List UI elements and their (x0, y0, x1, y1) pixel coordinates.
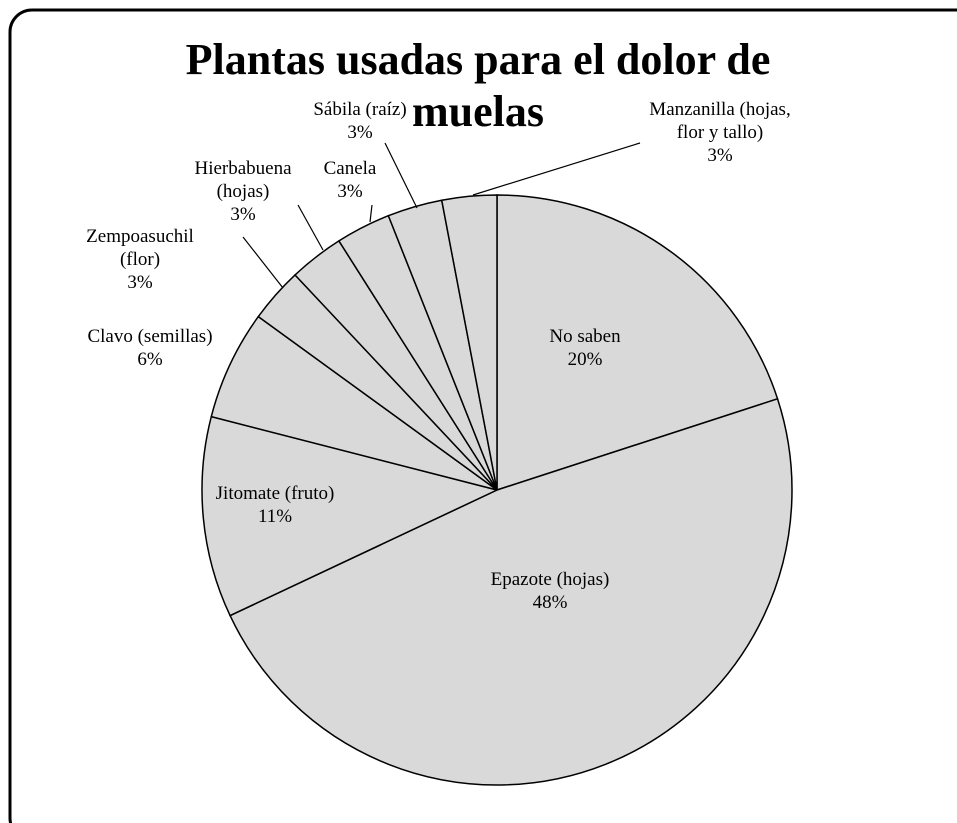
label-name: Jitomate (fruto) (215, 483, 335, 504)
label-value: 3% (127, 272, 153, 293)
label-name: Zempoasuchil (flor) (86, 226, 194, 270)
label-value: 11% (257, 506, 293, 527)
pie-slice (229, 397, 793, 786)
pie-slice (496, 194, 779, 492)
data-label: Hierbabuena (hojas) 3% (178, 157, 308, 226)
data-label: Manzanilla (hojas, flor y tallo) 3% (645, 98, 795, 167)
leader-line (384, 142, 418, 209)
pie-slice (201, 415, 500, 617)
label-name: Canela (323, 158, 377, 179)
chart-title: Plantas usadas para el dolor de muelas (185, 35, 771, 136)
label-name: Hierbabuena (hojas) (194, 158, 292, 202)
label-name: No saben (549, 326, 621, 347)
label-name: Epazote (hojas) (490, 569, 610, 590)
label-name: Manzanilla (hojas, flor y tallo) (649, 99, 791, 143)
label-value: 6% (137, 349, 163, 370)
label-value: 3% (337, 181, 363, 202)
leader-line (369, 204, 373, 223)
data-label: Clavo (semillas) 6% (60, 325, 240, 371)
data-label: Jitomate (fruto) 11% (185, 482, 365, 528)
leader-line (242, 236, 284, 289)
data-label: Canela 3% (315, 157, 385, 203)
label-value: 3% (707, 145, 733, 166)
label-value: 3% (347, 122, 373, 143)
data-label: Epazote (hojas) 48% (460, 568, 640, 614)
label-value: 48% (532, 592, 568, 613)
label-name: Sábila (raíz) (313, 99, 407, 120)
data-label: Sábila (raíz) 3% (300, 98, 420, 144)
label-value: 20% (567, 349, 603, 370)
label-value: 3% (230, 204, 256, 225)
pie-slice (440, 194, 498, 491)
data-label: Zempoasuchil (flor) 3% (75, 225, 205, 294)
leader-line (297, 204, 324, 251)
label-name: Clavo (semillas) (87, 326, 213, 347)
leader-line (472, 142, 641, 196)
data-label: No saben 20% (515, 325, 655, 371)
